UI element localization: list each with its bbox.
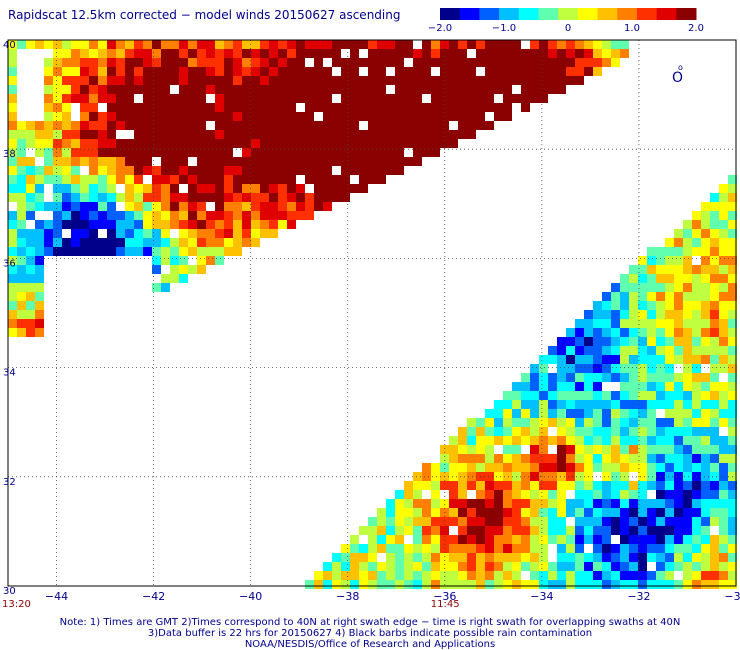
map-frame — [7, 39, 737, 587]
colorbar: −2.0 −1.0 0 1.0 2.0 — [428, 8, 704, 34]
islet-outline: o — [678, 63, 683, 72]
latitude-tick-label: 30 — [3, 586, 16, 597]
colorbar-swatch — [558, 8, 579, 20]
colorbar-swatch — [577, 8, 599, 20]
longitude-tick-label: −42 — [142, 590, 165, 603]
colorbar-tick-label: 0 — [565, 23, 571, 34]
colorbar-tick-label: 2.0 — [688, 23, 704, 34]
colorbar-swatch — [459, 8, 480, 20]
longitude-tick-label: −32 — [627, 590, 650, 603]
colorbar-swatch — [636, 8, 658, 20]
latitude-tick-label: 34 — [3, 368, 16, 379]
colorbar-swatch — [597, 8, 618, 20]
colorbar-swatch — [518, 8, 539, 20]
colorbar-swatch — [617, 8, 638, 20]
latitude-tick-label: 38 — [3, 149, 16, 160]
island-outline: O — [672, 70, 683, 86]
longitude-tick-label: −38 — [336, 590, 359, 603]
swath-time-label: 11:45 — [430, 599, 460, 610]
swath-time-label: 13:20 — [2, 599, 31, 610]
colorbar-swatch — [538, 8, 559, 20]
colorbar-tick-label: −2.0 — [428, 23, 452, 34]
map-title: Rapidscat 12.5km corrected − model winds… — [8, 8, 401, 22]
note-line-2: 3)Data buffer is 22 hrs for 20150627 4) … — [147, 628, 593, 639]
colorbar-swatch — [440, 8, 461, 20]
note-line-1: Note: 1) Times are GMT 2)Times correspon… — [59, 617, 681, 628]
credit-line: NOAA/NESDIS/Office of Research and Appli… — [244, 639, 496, 650]
latitude-tick-label: 36 — [3, 258, 16, 269]
colorbar-swatch — [479, 8, 500, 20]
latitude-tick-label: 40 — [3, 40, 16, 51]
axis-tick-labels: −44 −42 −40 −38 −36 −34 −32 −30 40 38 36 34 32 30 — [3, 40, 740, 603]
colorbar-swatch — [499, 8, 520, 20]
longitude-tick-label: −36 — [433, 590, 456, 603]
longitude-tick-label: −44 — [45, 590, 68, 603]
longitude-tick-label: −30 — [724, 590, 740, 603]
wind-difference-field — [8, 40, 737, 589]
longitude-tick-label: −40 — [239, 590, 262, 603]
longitude-tick-label: −34 — [530, 590, 553, 603]
colorbar-tick-label: 1.0 — [624, 23, 640, 34]
latitude-tick-label: 32 — [3, 477, 16, 488]
colorbar-swatch — [656, 8, 677, 20]
colorbar-swatch — [676, 8, 697, 20]
colorbar-tick-label: −1.0 — [492, 23, 516, 34]
